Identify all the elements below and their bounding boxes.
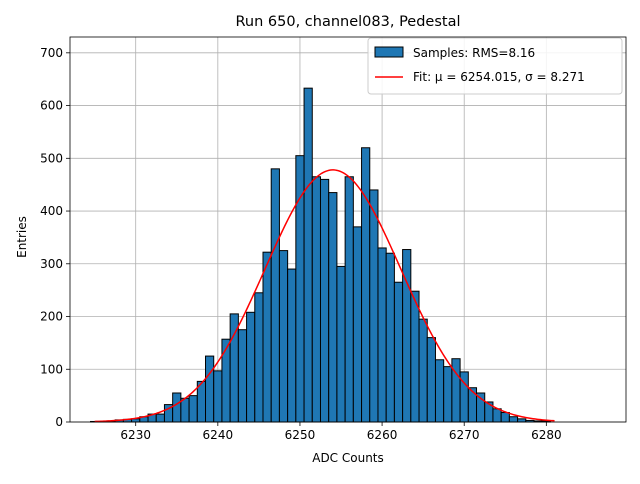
y-axis-ticks: 0 100 200 300 400 500 600 700 bbox=[40, 46, 70, 429]
histogram-bar bbox=[426, 337, 436, 423]
histogram-bar bbox=[303, 87, 313, 423]
legend-label-fit: Fit: μ = 6254.015, σ = 8.271 bbox=[413, 70, 585, 84]
histogram-bar bbox=[500, 412, 510, 423]
y-tick-label: 300 bbox=[40, 257, 63, 271]
histogram-bar bbox=[180, 397, 190, 423]
y-tick-label: 600 bbox=[40, 99, 63, 113]
histogram-bar bbox=[336, 265, 346, 423]
histogram-bar bbox=[476, 392, 486, 423]
histogram-bar bbox=[213, 370, 223, 423]
histogram-bar bbox=[295, 155, 305, 423]
y-tick-label: 100 bbox=[40, 362, 63, 376]
histogram-bar bbox=[369, 189, 379, 423]
gaussian-fit-curve bbox=[94, 169, 555, 423]
histogram-bar bbox=[237, 329, 248, 423]
axes-frame bbox=[69, 36, 627, 423]
histogram-bar bbox=[311, 176, 321, 423]
histogram-bar bbox=[221, 338, 231, 423]
chart-title: Run 650, channel083, Pedestal bbox=[235, 14, 460, 30]
x-tick-label: 6250 bbox=[285, 428, 316, 442]
histogram-bar bbox=[278, 250, 289, 423]
histogram-bar bbox=[319, 178, 330, 423]
x-tick-label: 6270 bbox=[449, 428, 480, 442]
legend-box bbox=[367, 37, 623, 95]
y-axis-label: Entries bbox=[15, 216, 29, 258]
y-tick-label: 200 bbox=[40, 310, 63, 324]
y-tick-label: 0 bbox=[55, 415, 63, 429]
histogram-bar bbox=[172, 392, 182, 423]
histogram-bar bbox=[467, 387, 478, 423]
histogram-bar bbox=[155, 413, 165, 423]
x-tick-label: 6260 bbox=[367, 428, 398, 442]
histogram-bar bbox=[393, 281, 404, 423]
y-tick-label: 400 bbox=[40, 204, 63, 218]
histogram-bar bbox=[361, 147, 371, 423]
histogram-bar bbox=[205, 355, 215, 423]
histogram-bar bbox=[270, 168, 280, 423]
histogram-bar bbox=[188, 395, 198, 423]
x-axis-ticks: 6230 6240 6250 6260 6270 6280 bbox=[120, 422, 562, 442]
histogram-bar bbox=[410, 290, 420, 423]
legend-label-samples: Samples: RMS=8.16 bbox=[413, 46, 535, 60]
histogram-bar bbox=[517, 418, 527, 423]
histogram-bar bbox=[196, 380, 207, 423]
histogram-bar bbox=[287, 268, 297, 423]
histogram-bar bbox=[352, 226, 363, 423]
histogram-bar bbox=[492, 408, 502, 423]
x-axis-label: ADC Counts bbox=[312, 451, 384, 465]
histogram-bar bbox=[385, 252, 395, 423]
histogram-bar bbox=[344, 176, 354, 423]
histogram-bar bbox=[246, 311, 256, 423]
histogram-bar bbox=[434, 359, 445, 423]
x-tick-label: 6280 bbox=[531, 428, 562, 442]
legend: Samples: RMS=8.16 Fit: μ = 6254.015, σ =… bbox=[367, 37, 623, 95]
x-tick-label: 6240 bbox=[203, 428, 234, 442]
legend-swatch-samples bbox=[374, 46, 404, 58]
histogram-bar bbox=[262, 251, 272, 423]
y-tick-label: 500 bbox=[40, 151, 63, 165]
histogram-bar bbox=[443, 366, 453, 423]
histogram-bars bbox=[90, 87, 551, 423]
histogram-bar bbox=[418, 318, 428, 423]
histogram-bar bbox=[254, 292, 264, 423]
x-tick-label: 6230 bbox=[120, 428, 151, 442]
histogram-bar bbox=[377, 247, 387, 423]
histogram-bar bbox=[508, 416, 519, 423]
histogram-bar bbox=[328, 192, 338, 423]
y-tick-label: 700 bbox=[40, 46, 63, 60]
